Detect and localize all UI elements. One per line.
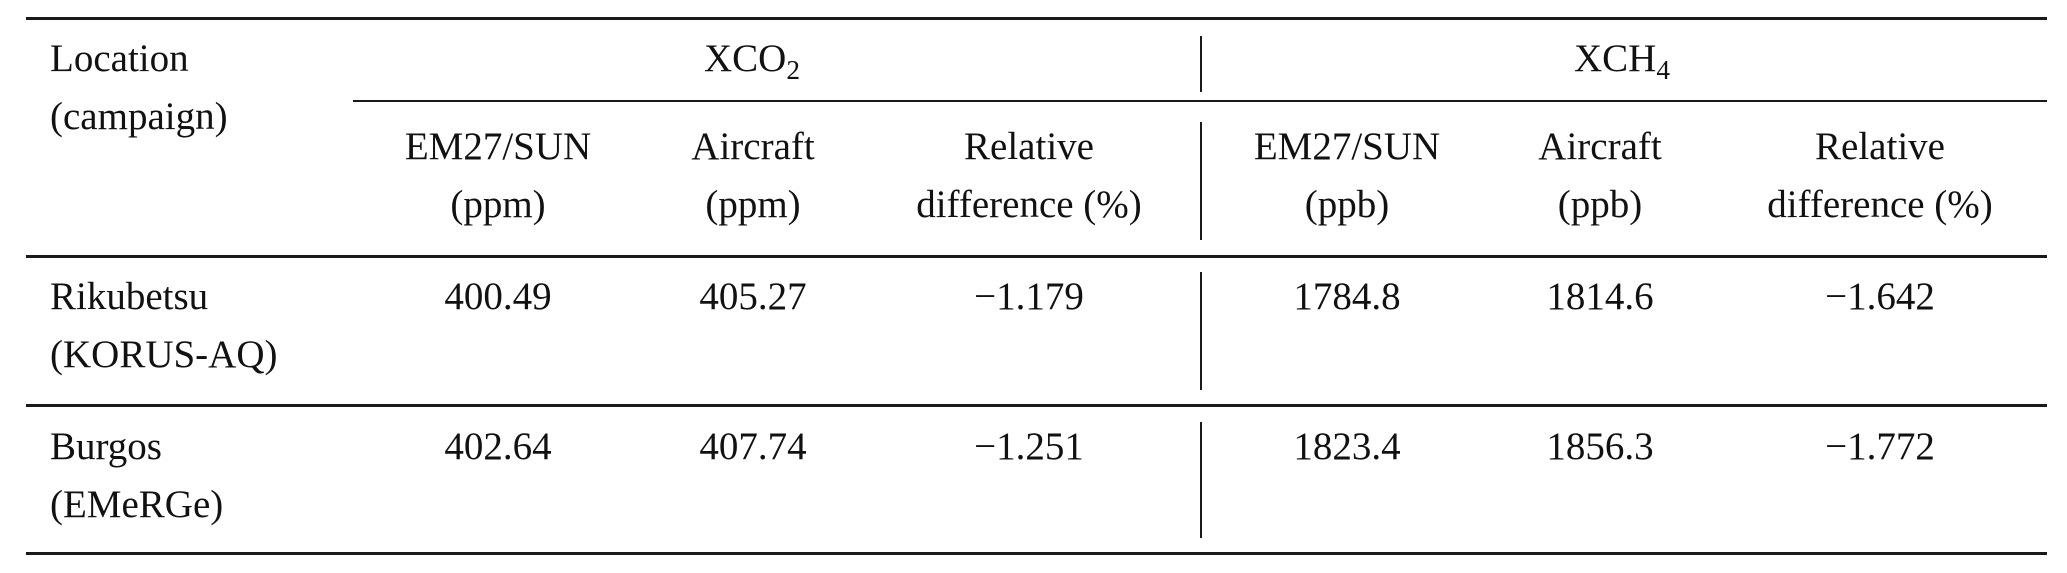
stub-header-line1: Location: [50, 37, 189, 80]
group-divider: [1200, 122, 1202, 240]
table-cell: 402.64: [444, 425, 552, 468]
subheader-line1: Relative: [1815, 125, 1945, 168]
header-bottom-rule: [26, 255, 2047, 258]
subheader-line2: (ppb): [1557, 183, 1643, 226]
table-row-location: Rikubetsu (KORUS-AQ): [50, 268, 278, 384]
group-header-rule: [353, 100, 2047, 102]
subheader-line2: difference (%): [916, 183, 1142, 226]
group-header-xco2-base: XCO: [704, 37, 787, 80]
subheader-reldiff-ch4: Relative difference (%): [1767, 118, 1993, 234]
group-divider: [1200, 272, 1202, 390]
group-divider: [1200, 36, 1202, 92]
location-name: Rikubetsu: [50, 275, 209, 318]
table-cell: −1.772: [1825, 425, 1935, 468]
campaign-name: (EMeRGe): [50, 483, 224, 526]
subheader-line1: Aircraft: [691, 125, 815, 168]
table-cell: 400.49: [444, 275, 552, 318]
table-cell: 1823.4: [1293, 425, 1401, 468]
stub-header-line2: (campaign): [50, 95, 228, 138]
subheader-line2: (ppm): [450, 183, 546, 226]
subheader-aircraft-co2: Aircraft (ppm): [691, 118, 814, 234]
subheader-line2: difference (%): [1767, 183, 1993, 226]
subheader-line1: Relative: [964, 125, 1094, 168]
table-cell: 1784.8: [1293, 275, 1401, 318]
group-header-xch4: XCH4: [1574, 30, 1670, 88]
row-divider-rule: [26, 404, 2047, 407]
table-cell: 1814.6: [1546, 275, 1654, 318]
table-row-location: Burgos (EMeRGe): [50, 418, 223, 534]
subheader-aircraft-ch4: Aircraft (ppb): [1538, 118, 1661, 234]
campaign-name: (KORUS-AQ): [50, 333, 278, 376]
group-header-xch4-base: XCH: [1574, 37, 1657, 80]
table-cell: −1.642: [1825, 275, 1935, 318]
group-header-xch4-sub: 4: [1656, 55, 1670, 86]
subheader-line1: EM27/SUN: [404, 125, 592, 168]
bottom-rule: [26, 552, 2047, 555]
top-rule: [26, 17, 2047, 20]
table-cell: 405.27: [699, 275, 807, 318]
location-name: Burgos: [50, 425, 162, 468]
subheader-em27-co2: EM27/SUN (ppm): [405, 118, 591, 234]
subheader-line1: Aircraft: [1538, 125, 1662, 168]
group-divider: [1200, 422, 1202, 538]
subheader-em27-ch4: EM27/SUN (ppb): [1254, 118, 1440, 234]
subheader-line2: (ppm): [705, 183, 801, 226]
subheader-line1: EM27/SUN: [1253, 125, 1441, 168]
group-header-xco2: XCO2: [704, 30, 800, 88]
subheader-line2: (ppb): [1304, 183, 1390, 226]
table-cell: −1.251: [974, 425, 1084, 468]
stub-header: Location (campaign): [50, 30, 228, 146]
table-cell: 1856.3: [1546, 425, 1654, 468]
table-cell: −1.179: [974, 275, 1084, 318]
table-cell: 407.74: [699, 425, 807, 468]
group-header-xco2-sub: 2: [786, 55, 800, 86]
subheader-reldiff-co2: Relative difference (%): [916, 118, 1142, 234]
